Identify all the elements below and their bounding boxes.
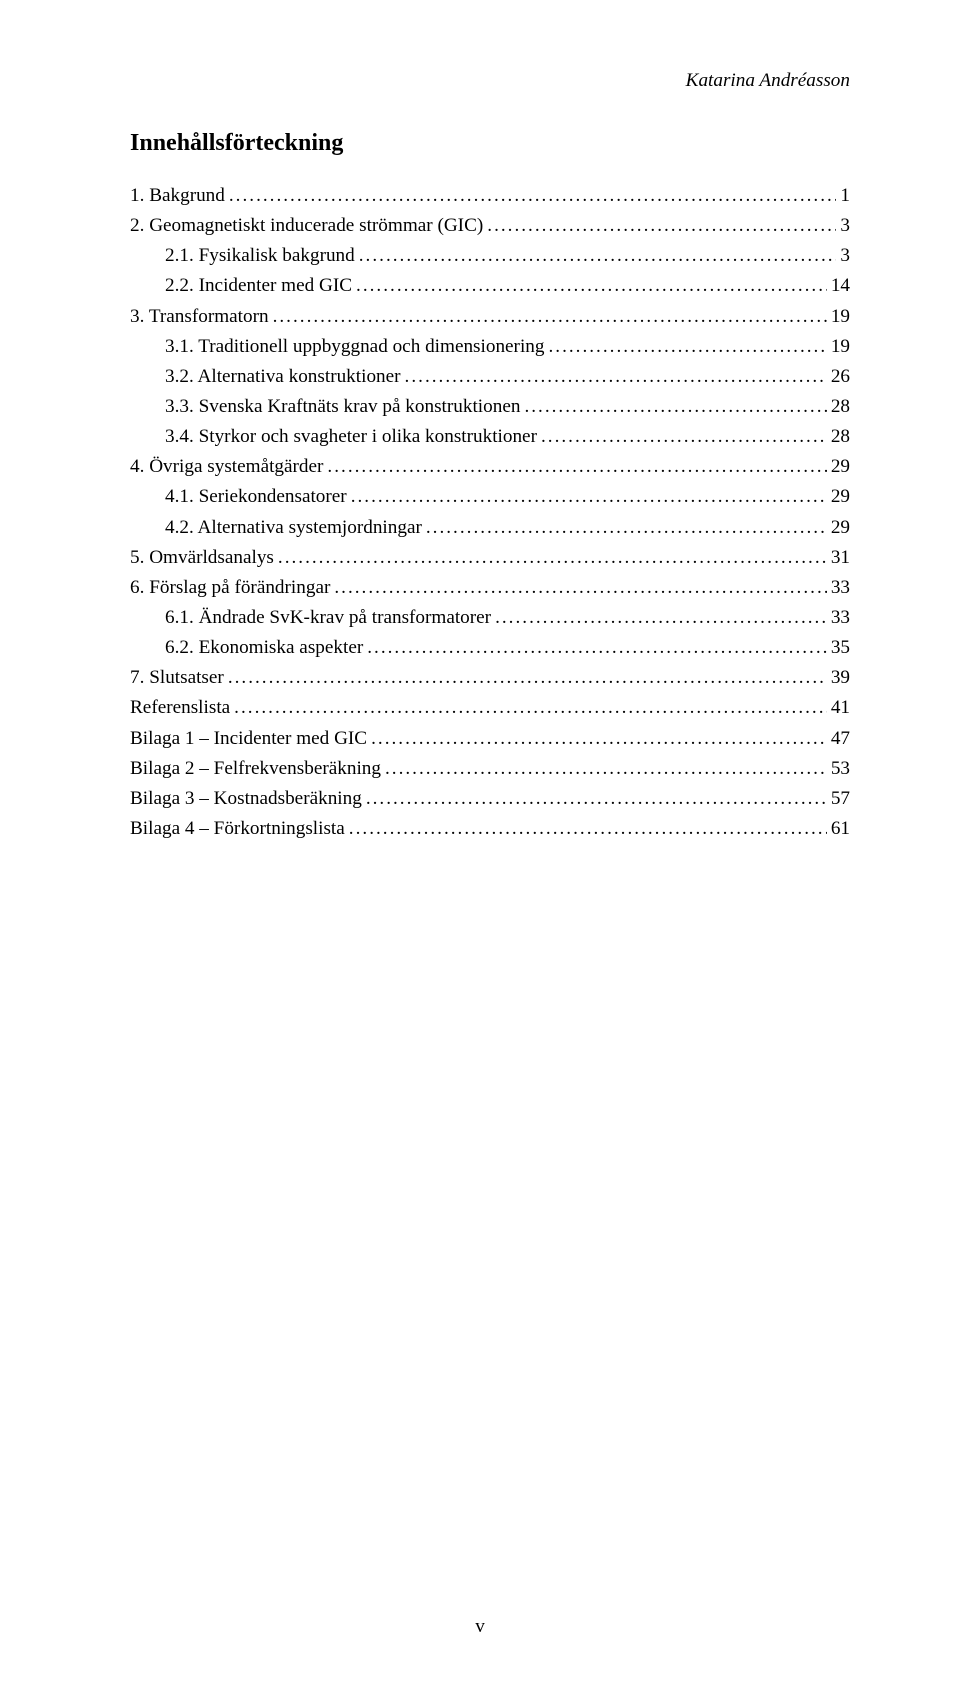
toc-leader (349, 814, 827, 844)
toc-leader (487, 211, 836, 241)
toc-leader (367, 633, 827, 663)
toc-entry-label: 7. Slutsatser (130, 663, 224, 693)
toc-entry: 1. Bakgrund 1 (130, 181, 850, 211)
toc-entry: 4.1. Seriekondensatorer 29 (130, 482, 850, 512)
toc-entry: Bilaga 3 – Kostnadsberäkning 57 (130, 784, 850, 814)
toc-entry: 3.3. Svenska Kraftnäts krav på konstrukt… (130, 392, 850, 422)
toc-entry-page: 26 (831, 362, 850, 392)
toc-entry-page: 61 (831, 814, 850, 844)
toc-leader (359, 241, 837, 271)
toc-entry-page: 31 (831, 543, 850, 573)
toc-entry-page: 28 (831, 392, 850, 422)
toc-entry: 6. Förslag på förändringar 33 (130, 573, 850, 603)
toc-entry-label: 4.2. Alternativa systemjordningar (165, 513, 422, 543)
toc-entry: 2. Geomagnetiskt inducerade strömmar (GI… (130, 211, 850, 241)
toc-entry-label: Referenslista (130, 693, 230, 723)
toc-entry: Referenslista 41 (130, 693, 850, 723)
toc-entry: 4.2. Alternativa systemjordningar 29 (130, 513, 850, 543)
toc-entry: 2.1. Fysikalisk bakgrund 3 (130, 241, 850, 271)
toc-leader (524, 392, 826, 422)
toc-entry: 3.4. Styrkor och svagheter i olika konst… (130, 422, 850, 452)
toc-leader (371, 724, 827, 754)
toc-leader (541, 422, 827, 452)
toc-entry-label: 3.2. Alternativa konstruktioner (165, 362, 401, 392)
toc-entry-label: 2. Geomagnetiskt inducerade strömmar (GI… (130, 211, 483, 241)
toc-entry: 3. Transformatorn 19 (130, 302, 850, 332)
toc-entry: 4. Övriga systemåtgärder 29 (130, 452, 850, 482)
toc-entry: 6.1. Ändrade SvK-krav på transformatorer… (130, 603, 850, 633)
toc-leader (366, 784, 827, 814)
toc-entry-label: Bilaga 4 – Förkortningslista (130, 814, 345, 844)
toc-entry-page: 35 (831, 633, 850, 663)
toc-entry-page: 1 (840, 181, 850, 211)
toc-entry: 5. Omvärldsanalys 31 (130, 543, 850, 573)
page-number: v (0, 1616, 960, 1638)
toc-entry: Bilaga 2 – Felfrekvensberäkning 53 (130, 754, 850, 784)
toc-entry-page: 3 (840, 211, 850, 241)
toc-entry-page: 14 (831, 271, 850, 301)
toc-leader (548, 332, 826, 362)
toc-entry-label: 3.3. Svenska Kraftnäts krav på konstrukt… (165, 392, 520, 422)
toc-entry-label: 6.2. Ekonomiska aspekter (165, 633, 363, 663)
toc-entry-page: 29 (831, 513, 850, 543)
toc-entry-page: 53 (831, 754, 850, 784)
toc-entry: Bilaga 1 – Incidenter med GIC 47 (130, 724, 850, 754)
toc-entry-page: 47 (831, 724, 850, 754)
toc-title: Innehållsförteckning (130, 130, 850, 157)
toc-entry: 3.2. Alternativa konstruktioner 26 (130, 362, 850, 392)
toc-entry-label: 3. Transformatorn (130, 302, 269, 332)
toc-entry-label: 2.2. Incidenter med GIC (165, 271, 352, 301)
toc-leader (327, 452, 826, 482)
toc-entry: 6.2. Ekonomiska aspekter 35 (130, 633, 850, 663)
toc-leader (334, 573, 826, 603)
toc-entry-label: 2.1. Fysikalisk bakgrund (165, 241, 355, 271)
toc-entry-page: 33 (831, 603, 850, 633)
toc-leader (229, 181, 837, 211)
toc-leader (234, 693, 827, 723)
toc-entry-page: 41 (831, 693, 850, 723)
document-page: Katarina Andréasson Innehållsförteckning… (0, 0, 960, 1708)
toc-entry-page: 19 (831, 302, 850, 332)
toc-entry-page: 57 (831, 784, 850, 814)
toc-entry-label: Bilaga 1 – Incidenter med GIC (130, 724, 367, 754)
toc-entry-label: 3.4. Styrkor och svagheter i olika konst… (165, 422, 537, 452)
toc-leader (426, 513, 827, 543)
toc-entry-label: Bilaga 2 – Felfrekvensberäkning (130, 754, 381, 784)
toc-entry: 7. Slutsatser 39 (130, 663, 850, 693)
toc-leader (351, 482, 827, 512)
toc-entry: 2.2. Incidenter med GIC 14 (130, 271, 850, 301)
toc-entry-label: 4. Övriga systemåtgärder (130, 452, 323, 482)
toc-entry-page: 33 (831, 573, 850, 603)
toc-leader (278, 543, 827, 573)
toc-entry-page: 39 (831, 663, 850, 693)
toc-entry: Bilaga 4 – Förkortningslista 61 (130, 814, 850, 844)
header-author: Katarina Andréasson (130, 70, 850, 92)
toc-leader (385, 754, 827, 784)
toc-entry-page: 19 (831, 332, 850, 362)
toc-entry-label: 6. Förslag på förändringar (130, 573, 330, 603)
toc-entry-page: 29 (831, 482, 850, 512)
toc-leader (273, 302, 827, 332)
toc-entry: 3.1. Traditionell uppbyggnad och dimensi… (130, 332, 850, 362)
toc-entry-page: 3 (840, 241, 850, 271)
toc-leader (228, 663, 827, 693)
toc-entry-page: 28 (831, 422, 850, 452)
toc-entry-label: 1. Bakgrund (130, 181, 225, 211)
toc-entry-label: 3.1. Traditionell uppbyggnad och dimensi… (165, 332, 544, 362)
toc-entry-label: 4.1. Seriekondensatorer (165, 482, 347, 512)
toc-leader (356, 271, 827, 301)
toc-entry-label: 6.1. Ändrade SvK-krav på transformatorer (165, 603, 491, 633)
toc-entry-label: 5. Omvärldsanalys (130, 543, 274, 573)
toc-leader (405, 362, 827, 392)
toc-container: 1. Bakgrund 1 2. Geomagnetiskt inducerade … (130, 181, 850, 844)
toc-entry-label: Bilaga 3 – Kostnadsberäkning (130, 784, 362, 814)
toc-leader (495, 603, 827, 633)
toc-entry-page: 29 (831, 452, 850, 482)
